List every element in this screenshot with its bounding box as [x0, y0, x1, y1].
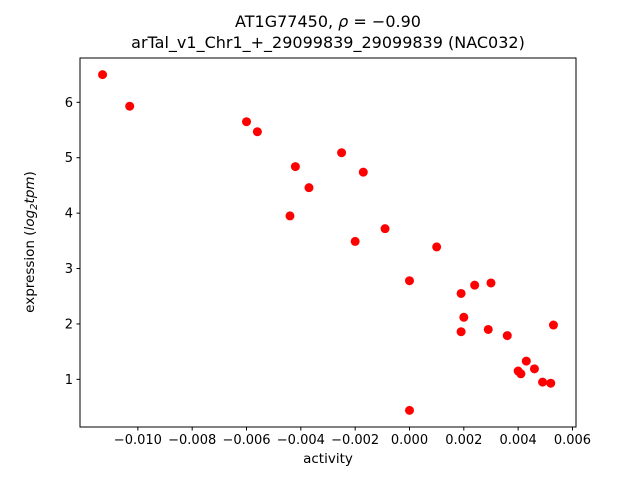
- title-rho-symbol: ρ: [338, 12, 348, 31]
- data-point: [548, 320, 558, 330]
- y-label-suffix: ): [22, 171, 38, 176]
- data-point: [538, 377, 548, 387]
- data-point: [125, 101, 135, 111]
- y-tick-label: 6: [65, 96, 73, 111]
- x-tick-label: −0.004: [277, 433, 325, 448]
- title-rho-value: = −0.90: [353, 12, 421, 31]
- y-label-log: log: [22, 209, 38, 230]
- data-point: [285, 211, 295, 221]
- chart-title-line1: AT1G77450, ρ = −0.90: [235, 12, 421, 31]
- x-tick-label: 0.000: [391, 433, 428, 448]
- chart-title-line2: arTal_v1_Chr1_+_29099839_29099839 (NAC03…: [131, 33, 525, 53]
- data-point: [350, 236, 360, 246]
- x-tick-label: −0.008: [168, 433, 216, 448]
- x-tick-label: 0.004: [500, 433, 537, 448]
- data-point: [404, 405, 414, 415]
- y-tick-label: 1: [65, 373, 73, 388]
- data-point: [470, 280, 480, 290]
- data-point: [529, 364, 539, 374]
- axes-spine: [79, 57, 577, 428]
- data-point: [290, 162, 300, 172]
- y-axis-ticks: 1 2 3 4 5 6: [65, 96, 80, 388]
- plot-area: [80, 58, 576, 427]
- data-point: [337, 148, 347, 158]
- data-point: [486, 278, 496, 288]
- data-point: [459, 312, 469, 322]
- data-point: [304, 183, 314, 193]
- data-point: [98, 70, 108, 80]
- y-tick-label: 2: [65, 317, 73, 332]
- data-point: [252, 127, 262, 137]
- x-tick-label: −0.010: [114, 433, 162, 448]
- y-tick-label: 3: [65, 262, 73, 277]
- data-point: [521, 356, 531, 366]
- y-tick-label: 4: [65, 207, 73, 222]
- y-axis-label: expression (log2tpm): [22, 171, 40, 313]
- data-point: [546, 378, 556, 388]
- scatter-points: [98, 70, 558, 415]
- y-label-prefix: expression (: [22, 230, 38, 312]
- data-point: [456, 327, 466, 337]
- data-point: [242, 117, 252, 127]
- x-axis-label: activity: [303, 451, 353, 467]
- x-tick-label: −0.006: [222, 433, 270, 448]
- data-point: [483, 324, 493, 334]
- data-point: [404, 276, 414, 286]
- data-point: [358, 167, 368, 177]
- data-point: [432, 242, 442, 252]
- data-point: [516, 369, 526, 379]
- data-point: [502, 331, 512, 341]
- x-axis-ticks: −0.010 −0.008 −0.006 −0.004 −0.002 0.000 0.002…: [114, 427, 591, 448]
- x-tick-label: 0.006: [554, 433, 591, 448]
- x-tick-label: −0.002: [331, 433, 379, 448]
- y-label-subscript: 2: [29, 203, 40, 209]
- data-point: [380, 224, 390, 234]
- y-label-tpm: tpm: [22, 176, 38, 203]
- y-tick-label: 5: [65, 151, 73, 166]
- x-tick-label: 0.002: [445, 433, 482, 448]
- data-point: [456, 288, 466, 298]
- title-gene-id: AT1G77450,: [235, 12, 338, 31]
